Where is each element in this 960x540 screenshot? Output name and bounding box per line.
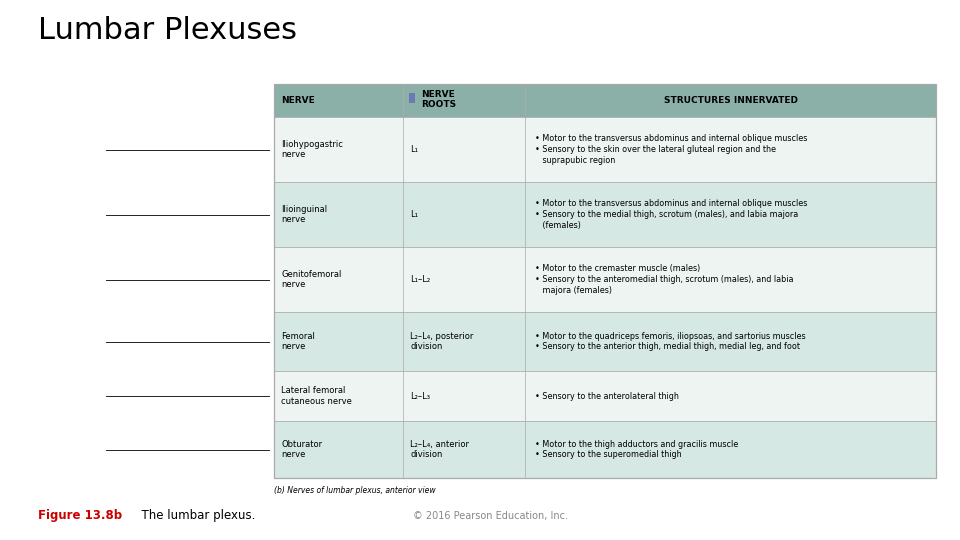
FancyBboxPatch shape [274,84,936,117]
FancyBboxPatch shape [409,93,416,104]
Text: L₂–L₄, anterior
division: L₂–L₄, anterior division [411,440,469,460]
Text: Figure 13.8b: Figure 13.8b [38,509,123,522]
Text: NERVE: NERVE [281,96,315,105]
FancyBboxPatch shape [274,247,936,312]
Text: L₁: L₁ [411,145,419,154]
Text: • Motor to the quadriceps femoris, iliopsoas, and sartorius muscles
• Sensory to: • Motor to the quadriceps femoris, iliop… [535,332,805,352]
Text: The lumbar plexus.: The lumbar plexus. [134,509,255,522]
Text: © 2016 Pearson Education, Inc.: © 2016 Pearson Education, Inc. [413,511,567,521]
Text: • Motor to the transversus abdominus and internal oblique muscles
• Sensory to t: • Motor to the transversus abdominus and… [535,134,807,165]
FancyBboxPatch shape [274,312,936,371]
Text: Iliohypogastric
nerve: Iliohypogastric nerve [281,140,343,159]
Text: Ilioinguinal
nerve: Ilioinguinal nerve [281,205,327,225]
Text: L₁: L₁ [411,210,419,219]
Text: • Motor to the transversus abdominus and internal oblique muscles
• Sensory to t: • Motor to the transversus abdominus and… [535,199,807,230]
Text: • Motor to the thigh adductors and gracilis muscle
• Sensory to the superomedial: • Motor to the thigh adductors and graci… [535,440,738,460]
Text: • Motor to the cremaster muscle (males)
• Sensory to the anteromedial thigh, scr: • Motor to the cremaster muscle (males) … [535,265,793,295]
Text: STRUCTURES INNERVATED: STRUCTURES INNERVATED [663,96,798,105]
Text: L₁–L₂: L₁–L₂ [411,275,431,284]
Text: Lateral femoral
cutaneous nerve: Lateral femoral cutaneous nerve [281,387,352,406]
Text: NERVE
ROOTS: NERVE ROOTS [421,90,456,109]
Text: Obturator
nerve: Obturator nerve [281,440,323,460]
FancyBboxPatch shape [274,421,936,478]
Text: Lumbar Plexuses: Lumbar Plexuses [38,16,298,45]
FancyBboxPatch shape [274,117,936,182]
Text: L₂–L₃: L₂–L₃ [411,392,430,401]
FancyBboxPatch shape [274,182,936,247]
FancyBboxPatch shape [274,371,936,421]
Text: Femoral
nerve: Femoral nerve [281,332,315,352]
Text: Genitofemoral
nerve: Genitofemoral nerve [281,270,342,289]
Text: L₂–L₄, posterior
division: L₂–L₄, posterior division [411,332,474,352]
Text: • Sensory to the anterolateral thigh: • Sensory to the anterolateral thigh [535,392,679,401]
Text: (b) Nerves of lumbar plexus, anterior view: (b) Nerves of lumbar plexus, anterior vi… [274,486,435,495]
